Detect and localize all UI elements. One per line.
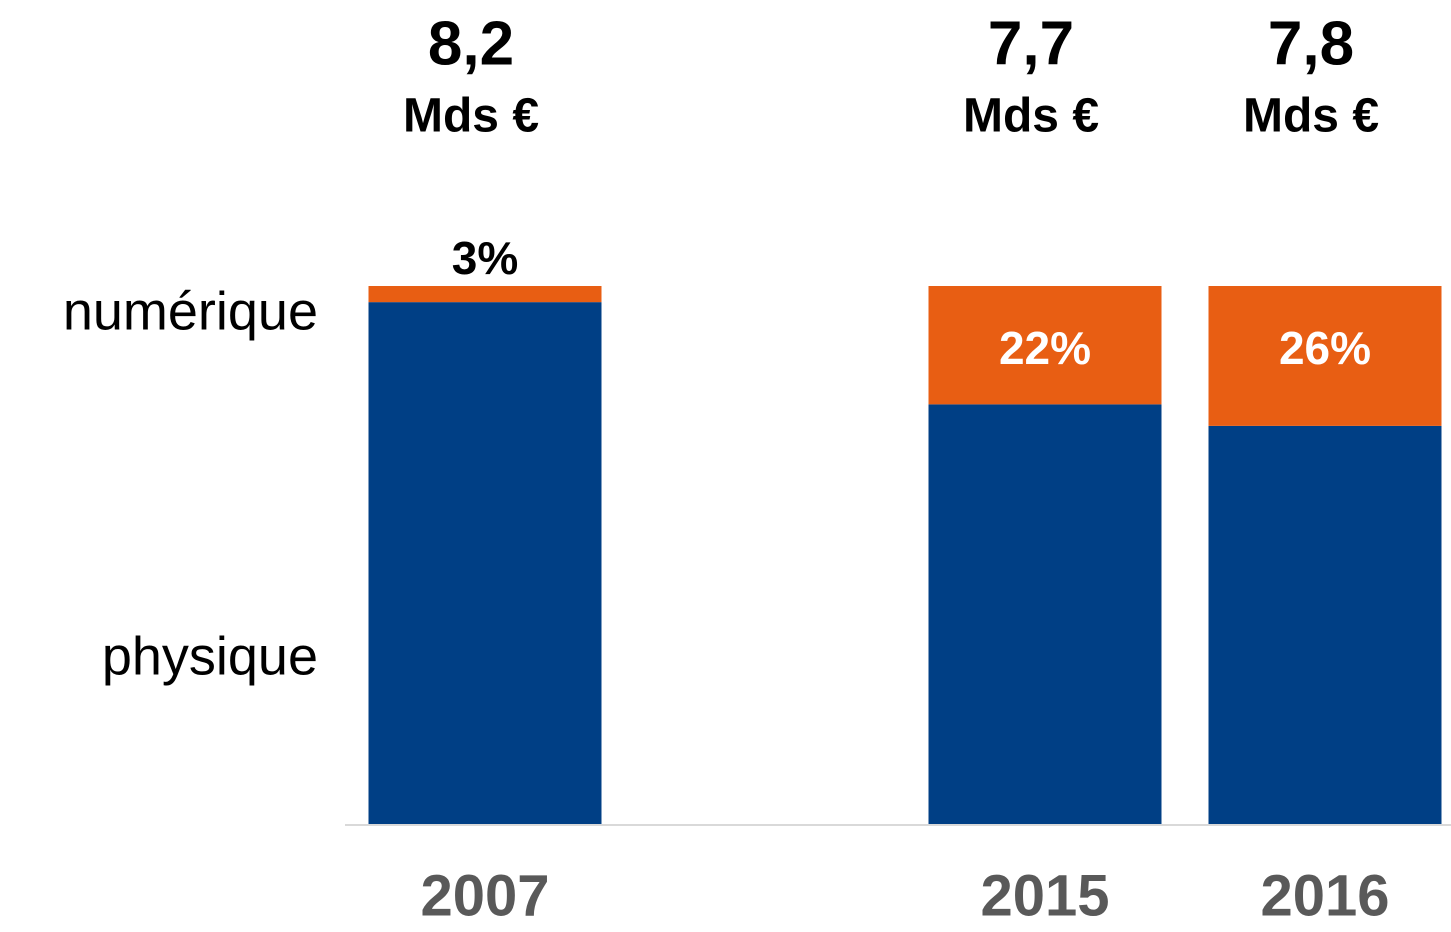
bar-segment xyxy=(928,286,1162,405)
bar-segment xyxy=(368,286,602,303)
total-label: 8,2 xyxy=(428,9,514,78)
bar-segment xyxy=(1208,286,1442,426)
bar-segment xyxy=(928,404,1162,824)
bar-segment xyxy=(1208,425,1442,824)
value-label: 22% xyxy=(999,322,1091,374)
value-label: 26% xyxy=(1279,322,1371,374)
total-unit: Mds € xyxy=(1243,90,1379,143)
total-unit: Mds € xyxy=(403,90,539,143)
total-label: 7,8 xyxy=(1268,9,1354,78)
series-label: numérique xyxy=(63,281,318,341)
value-label: 3% xyxy=(452,232,518,284)
x-tick-label: 2007 xyxy=(420,863,549,927)
total-unit: Mds € xyxy=(963,90,1099,143)
bar-segment xyxy=(368,302,602,824)
total-label: 7,7 xyxy=(988,9,1074,78)
x-tick-label: 2015 xyxy=(980,863,1109,927)
series-label: physique xyxy=(102,626,318,686)
x-tick-label: 2016 xyxy=(1260,863,1389,927)
